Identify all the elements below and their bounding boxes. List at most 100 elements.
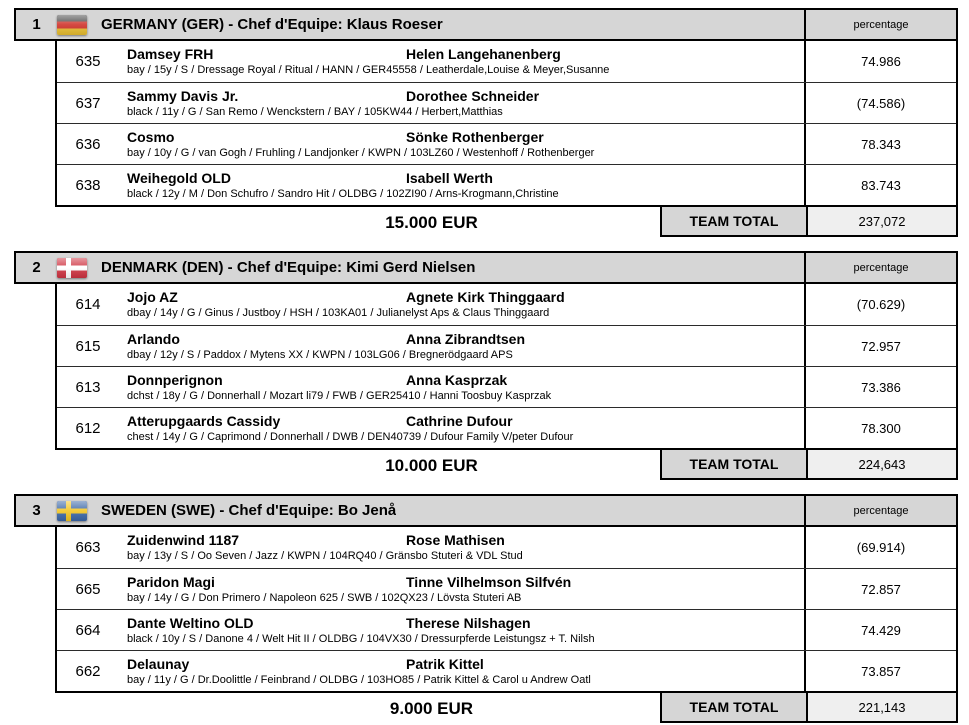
entry-cell: Weihegold OLD Isabell Werth black / 12y … xyxy=(119,165,804,205)
entry-cell: Delaunay Patrik Kittel bay / 11y / G / D… xyxy=(119,651,804,691)
entry-cell: Atterupgaards Cassidy Cathrine Dufour ch… xyxy=(119,408,804,448)
entry-cell: Cosmo Sönke Rothenberger bay / 10y / G /… xyxy=(119,124,804,164)
horse-name: Damsey FRH xyxy=(127,46,214,62)
rows-container: 635 Damsey FRH Helen Langehanenberg bay … xyxy=(55,41,958,207)
start-number: 662 xyxy=(75,662,101,680)
rider-name: Patrik Kittel xyxy=(406,655,484,672)
rider-name: Rose Mathisen xyxy=(406,532,505,548)
team-total-label: TEAM TOTAL xyxy=(660,693,808,723)
percentage-value: 78.343 xyxy=(804,124,956,164)
name-line: Dante Weltino OLD Therese Nilshagen xyxy=(127,615,804,632)
entry-row: 613 Donnperignon Anna Kasprzak dchst / 1… xyxy=(57,366,956,407)
team-header-main: GERMANY (GER) - Chef d'Equipe: Klaus Roe… xyxy=(57,14,804,35)
name-line: Donnperignon Anna Kasprzak xyxy=(127,372,804,389)
start-number: 612 xyxy=(75,419,101,437)
entry-cell: Paridon Magi Tinne Vilhelmson Silfvén ba… xyxy=(119,569,804,609)
start-number: 663 xyxy=(75,539,101,556)
entry-row: 635 Damsey FRH Helen Langehanenberg bay … xyxy=(57,41,956,82)
rider-name: Tinne Vilhelmson Silfvén xyxy=(406,573,572,590)
horse-name: Zuidenwind 1187 xyxy=(127,532,240,548)
percentage-value: 74.986 xyxy=(804,41,956,82)
percentage-value: 83.743 xyxy=(804,165,956,205)
entry-cell: Zuidenwind 1187 Rose Mathisen bay / 13y … xyxy=(119,527,804,568)
name-line: Delaunay Patrik Kittel xyxy=(127,656,804,673)
rider-name: Anna Kasprzak xyxy=(406,371,508,388)
entry-details: black / 10y / S / Danone 4 / Welt Hit II… xyxy=(127,632,595,645)
start-number: 664 xyxy=(75,621,101,639)
team-header-main: SWEDEN (SWE) - Chef d'Equipe: Bo Jenå xyxy=(57,500,804,521)
team-header: 3 SWEDEN (SWE) - Chef d'Equipe: Bo Jenå … xyxy=(14,494,958,527)
percentage-value: 74.429 xyxy=(804,610,956,650)
start-number: 613 xyxy=(75,378,101,396)
start-number: 665 xyxy=(75,580,101,598)
rider-name: Sönke Rothenberger xyxy=(406,128,544,145)
name-line: Arlando Anna Zibrandtsen xyxy=(127,331,804,348)
rider-name: Agnete Kirk Thinggaard xyxy=(406,289,565,305)
entry-cell: Sammy Davis Jr. Dorothee Schneider black… xyxy=(119,83,804,123)
team-rank: 1 xyxy=(32,16,41,33)
entry-row: 637 Sammy Davis Jr. Dorothee Schneider b… xyxy=(57,82,956,123)
total-row: 15.000 EUR TEAM TOTAL 237,072 xyxy=(55,207,958,239)
denmark-flag-icon xyxy=(57,257,87,278)
percentage-value: 72.857 xyxy=(804,569,956,609)
rider-name: Anna Zibrandtsen xyxy=(406,330,526,347)
team-block: 2 DENMARK (DEN) - Chef d'Equipe: Kimi Ge… xyxy=(14,251,958,482)
team-title: SWEDEN (SWE) - Chef d'Equipe: Bo Jenå xyxy=(101,502,397,519)
horse-name: Dante Weltino OLD xyxy=(127,614,254,631)
horse-name: Sammy Davis Jr. xyxy=(127,87,239,104)
name-line: Sammy Davis Jr. Dorothee Schneider xyxy=(127,88,804,105)
rider-name: Cathrine Dufour xyxy=(406,412,513,429)
start-number: 638 xyxy=(75,176,101,194)
entry-cell: Donnperignon Anna Kasprzak dchst / 18y /… xyxy=(119,367,804,407)
entry-cell: Dante Weltino OLD Therese Nilshagen blac… xyxy=(119,610,804,650)
horse-name: Atterupgaards Cassidy xyxy=(127,412,281,429)
percentage-value: 78.300 xyxy=(804,408,956,448)
rows-container: 663 Zuidenwind 1187 Rose Mathisen bay / … xyxy=(55,527,958,693)
horse-name: Cosmo xyxy=(127,128,175,145)
team-total-value: 221,143 xyxy=(808,693,958,723)
rider-name: Dorothee Schneider xyxy=(406,87,540,104)
percentage-value: (70.629) xyxy=(804,284,956,325)
entry-details: dchst / 18y / G / Donnerhall / Mozart li… xyxy=(127,389,552,402)
horse-name: Delaunay xyxy=(127,655,190,672)
team-total-label: TEAM TOTAL xyxy=(660,207,808,237)
entry-cell: Jojo AZ Agnete Kirk Thinggaard dbay / 14… xyxy=(119,284,804,325)
entry-details: black / 11y / G / San Remo / Wenckstern … xyxy=(127,105,503,118)
teams-root: 1 GERMANY (GER) - Chef d'Equipe: Klaus R… xyxy=(0,8,969,725)
percentage-value: 73.857 xyxy=(804,651,956,691)
team-total-value: 224,643 xyxy=(808,450,958,480)
horse-name: Weihegold OLD xyxy=(127,169,231,186)
prize-money: 15.000 EUR xyxy=(385,213,478,232)
total-row: 9.000 EUR TEAM TOTAL 221,143 xyxy=(55,693,958,725)
team-rank: 2 xyxy=(32,259,41,276)
entry-details: dbay / 12y / S / Paddox / Mytens XX / KW… xyxy=(127,348,513,361)
entry-details: bay / 14y / G / Don Primero / Napoleon 6… xyxy=(127,591,522,604)
team-header: 2 DENMARK (DEN) - Chef d'Equipe: Kimi Ge… xyxy=(14,251,958,284)
sweden-flag-icon xyxy=(57,500,87,521)
entry-row: 663 Zuidenwind 1187 Rose Mathisen bay / … xyxy=(57,527,956,568)
entry-details: black / 12y / M / Don Schufro / Sandro H… xyxy=(127,187,559,200)
team-rank: 3 xyxy=(32,502,41,519)
entry-row: 665 Paridon Magi Tinne Vilhelmson Silfvé… xyxy=(57,568,956,609)
name-line: Weihegold OLD Isabell Werth xyxy=(127,170,804,187)
start-number: 635 xyxy=(75,53,101,70)
entry-row: 614 Jojo AZ Agnete Kirk Thinggaard dbay … xyxy=(57,284,956,325)
rider-name: Isabell Werth xyxy=(406,169,493,186)
name-line: Atterupgaards Cassidy Cathrine Dufour xyxy=(127,413,804,430)
start-number: 615 xyxy=(75,337,101,355)
horse-name: Paridon Magi xyxy=(127,573,215,590)
percentage-column-header: percentage xyxy=(804,496,956,525)
entry-row: 638 Weihegold OLD Isabell Werth black / … xyxy=(57,164,956,205)
entry-cell: Damsey FRH Helen Langehanenberg bay / 15… xyxy=(119,41,804,82)
percentage-column-header: percentage xyxy=(804,10,956,39)
name-line: Jojo AZ Agnete Kirk Thinggaard xyxy=(127,289,804,306)
entry-row: 664 Dante Weltino OLD Therese Nilshagen … xyxy=(57,609,956,650)
entry-details: bay / 10y / G / van Gogh / Fruhling / La… xyxy=(127,146,595,159)
team-header: 1 GERMANY (GER) - Chef d'Equipe: Klaus R… xyxy=(14,8,958,41)
team-header-main: DENMARK (DEN) - Chef d'Equipe: Kimi Gerd… xyxy=(57,257,804,278)
horse-name: Arlando xyxy=(127,330,180,347)
team-block: 3 SWEDEN (SWE) - Chef d'Equipe: Bo Jenå … xyxy=(14,494,958,725)
team-total-label: TEAM TOTAL xyxy=(660,450,808,480)
entry-row: 662 Delaunay Patrik Kittel bay / 11y / G… xyxy=(57,650,956,691)
